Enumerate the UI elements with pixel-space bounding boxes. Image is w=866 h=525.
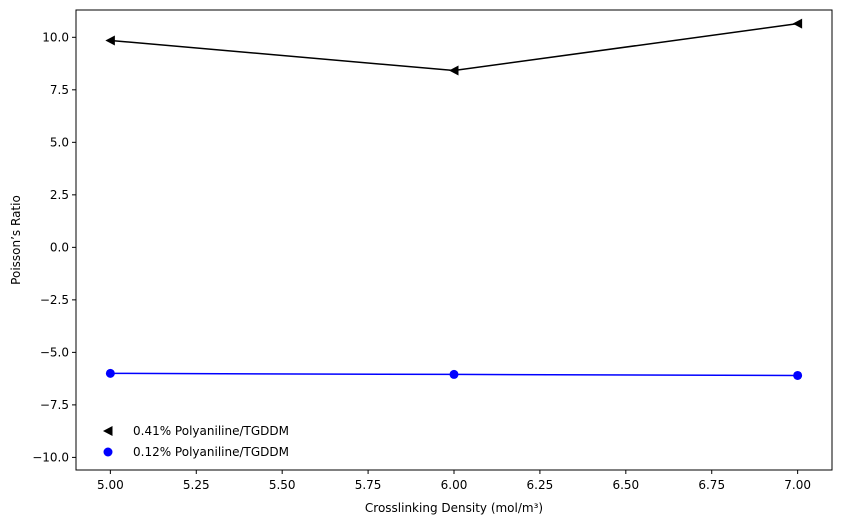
y-tick-label: −10.0: [32, 450, 69, 464]
data-point: [449, 369, 459, 379]
y-tick-label: −7.5: [40, 398, 69, 412]
series-layer: [105, 18, 803, 380]
legend-label: 0.12% Polyaniline/TGDDM: [133, 445, 289, 459]
legend: 0.41% Polyaniline/TGDDM 0.12% Polyaniline…: [103, 424, 289, 459]
y-tick-label: −2.5: [40, 293, 69, 307]
plot-area: [75, 9, 833, 471]
y-tick-label: 2.5: [50, 188, 69, 202]
x-tick-label: 5.50: [269, 478, 296, 492]
data-point: [792, 18, 803, 29]
x-tick-label: 7.00: [784, 478, 811, 492]
y-tick-label: −5.0: [40, 345, 69, 359]
data-point: [105, 368, 115, 378]
x-tick-label: 6.75: [698, 478, 725, 492]
y-tick-label: 5.0: [50, 135, 69, 149]
x-axis: 5.00 5.25 5.50 5.75 6.00 6.25 6.50 6.75 7.00: [97, 470, 811, 492]
y-tick-label: 10.0: [42, 30, 69, 44]
x-tick-label: 6.00: [441, 478, 468, 492]
x-tick-label: 5.25: [183, 478, 210, 492]
data-point: [105, 35, 115, 46]
x-tick-label: 5.00: [97, 478, 124, 492]
legend-label: 0.41% Polyaniline/TGDDM: [133, 424, 289, 438]
data-point: [449, 65, 459, 76]
legend-marker: [103, 426, 113, 436]
y-tick-label: 0.0: [50, 240, 69, 254]
y-axis: −10.0 −7.5 −5.0 −2.5 0.0 2.5 5.0 7.5 10.0: [32, 30, 76, 464]
y-tick-label: 7.5: [50, 83, 69, 97]
x-tick-label: 6.25: [527, 478, 554, 492]
x-tick-label: 5.75: [355, 478, 382, 492]
y-axis-label: Poisson’s Ratio: [9, 195, 23, 285]
x-axis-label: Crosslinking Density (mol/m³): [365, 501, 543, 515]
x-tick-label: 6.50: [612, 478, 639, 492]
legend-marker: [103, 447, 113, 457]
data-point: [793, 370, 803, 380]
